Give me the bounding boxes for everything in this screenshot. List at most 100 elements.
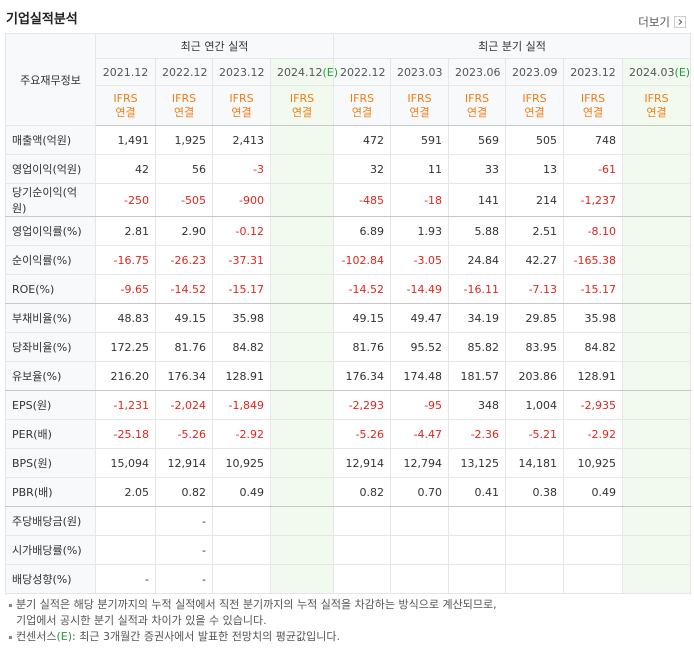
value-cell: -2,935 bbox=[563, 390, 624, 420]
period: 2023.03 bbox=[397, 65, 443, 79]
value-cell: 748 bbox=[563, 125, 624, 155]
value-cell: -25.18 bbox=[95, 419, 156, 449]
value-cell: -61 bbox=[563, 154, 624, 184]
row-label: 시가배당률(%) bbox=[5, 535, 96, 565]
value-cell: 1,925 bbox=[155, 125, 213, 155]
basis: 연결 bbox=[231, 105, 252, 119]
value-cell: 12,914 bbox=[155, 448, 213, 478]
basis: IFRS bbox=[644, 91, 669, 105]
value-cell: -37.31 bbox=[212, 245, 271, 275]
value-cell: 81.76 bbox=[155, 332, 213, 362]
row-label: 당기순이익(억원) bbox=[5, 183, 96, 217]
value-cell bbox=[212, 506, 271, 536]
value-cell: -5.21 bbox=[505, 419, 565, 449]
value-cell bbox=[269, 216, 335, 246]
value-cell: -18 bbox=[390, 183, 450, 217]
corner-header: 주요재무정보 bbox=[5, 33, 96, 126]
value-cell: -9.65 bbox=[95, 274, 156, 304]
value-cell bbox=[622, 535, 692, 565]
more-icon[interactable] bbox=[674, 16, 686, 28]
value-cell bbox=[269, 506, 335, 536]
basis-header: IFRS 연결 bbox=[505, 85, 565, 126]
value-cell: -250 bbox=[95, 183, 156, 217]
value-cell bbox=[622, 419, 692, 449]
value-cell: 12,914 bbox=[333, 448, 392, 478]
value-cell bbox=[333, 564, 392, 594]
period: 2024.12 bbox=[277, 65, 323, 79]
data-row: 영업이익(억원) 42 56 -3 32 11 33 13 -61 bbox=[5, 154, 692, 184]
value-cell: 32 bbox=[333, 154, 392, 184]
value-cell bbox=[333, 535, 392, 565]
row-label: 영업이익(억원) bbox=[5, 154, 96, 184]
value-cell: 0.82 bbox=[155, 477, 213, 507]
value-cell: 48.83 bbox=[95, 303, 156, 333]
footnotes: 분기 실적은 해당 분기까지의 누적 실적에서 직전 분기까지의 누적 실적을 … bbox=[8, 597, 497, 645]
value-cell: 83.95 bbox=[505, 332, 565, 362]
basis: 연결 bbox=[524, 105, 545, 119]
value-cell: -4.47 bbox=[390, 419, 450, 449]
value-cell: 13,125 bbox=[448, 448, 507, 478]
value-cell: -3.05 bbox=[390, 245, 450, 275]
value-cell: 174.48 bbox=[390, 361, 450, 391]
period: 2023.12 bbox=[570, 65, 616, 79]
value-cell bbox=[622, 448, 692, 478]
period-header: 2023.12 bbox=[212, 58, 271, 86]
value-cell: -14.49 bbox=[390, 274, 450, 304]
value-cell: 34.19 bbox=[448, 303, 507, 333]
data-row: ROE(%) -9.65 -14.52 -15.17 -14.52 -14.49 -16.1… bbox=[5, 274, 692, 304]
value-cell bbox=[269, 274, 335, 304]
value-cell: 10,925 bbox=[212, 448, 271, 478]
value-cell: 505 bbox=[505, 125, 565, 155]
value-cell: 2.51 bbox=[505, 216, 565, 246]
value-cell: 15,094 bbox=[95, 448, 156, 478]
value-cell: 172.25 bbox=[95, 332, 156, 362]
value-cell: 591 bbox=[390, 125, 450, 155]
value-cell: -1,231 bbox=[95, 390, 156, 420]
value-cell: -0.12 bbox=[212, 216, 271, 246]
more-text[interactable]: 더보기 bbox=[638, 15, 670, 29]
header-row: IFRS 연결 IFRS 연결 IFRS 연결 IFRS 연결 IFRS 연결 IFRS 연결 IFRS… bbox=[6, 85, 692, 126]
value-cell: 84.82 bbox=[563, 332, 624, 362]
period-header: 2022.12 bbox=[333, 58, 392, 86]
value-cell bbox=[269, 535, 335, 565]
value-cell bbox=[269, 448, 335, 478]
basis: IFRS bbox=[349, 91, 375, 105]
value-cell: -95 bbox=[390, 390, 450, 420]
basis: IFRS bbox=[522, 91, 547, 105]
value-cell: 6.89 bbox=[333, 216, 392, 246]
value-cell bbox=[269, 303, 335, 333]
value-cell: 1,491 bbox=[95, 125, 156, 155]
group-header: 최근 연간 실적 bbox=[94, 33, 335, 59]
value-cell: -14.52 bbox=[155, 274, 213, 304]
value-cell: 85.82 bbox=[448, 332, 507, 362]
value-cell: 2.81 bbox=[95, 216, 156, 246]
basis: IFRS bbox=[580, 91, 606, 105]
value-cell: 49.47 bbox=[390, 303, 450, 333]
basis: IFRS bbox=[407, 91, 432, 105]
value-cell bbox=[212, 564, 271, 594]
row-label: 매출액(억원) bbox=[5, 125, 96, 155]
note: 컨센서스(E): 최근 3개월간 증권사에서 발표한 전망치의 평균값입니다. bbox=[8, 629, 497, 645]
value-cell bbox=[448, 564, 507, 594]
more-link[interactable]: 더보기 bbox=[638, 14, 686, 30]
row-label: BPS(원) bbox=[5, 448, 96, 478]
value-cell: -2.36 bbox=[448, 419, 507, 449]
value-cell: 56 bbox=[155, 154, 213, 184]
row-label: ROE(%) bbox=[5, 274, 96, 304]
value-cell: 35.98 bbox=[212, 303, 271, 333]
value-cell: 12,794 bbox=[390, 448, 450, 478]
value-cell: - bbox=[155, 506, 213, 536]
value-cell bbox=[505, 535, 565, 565]
value-cell: 176.34 bbox=[155, 361, 213, 391]
period: 2022.12 bbox=[162, 65, 208, 79]
value-cell: -1,849 bbox=[212, 390, 271, 420]
value-cell bbox=[622, 506, 692, 536]
note-part: 컨센서스 bbox=[16, 630, 57, 643]
value-cell bbox=[622, 183, 692, 217]
basis-header: IFRS 연결 bbox=[333, 85, 392, 126]
value-cell bbox=[269, 419, 335, 449]
value-cell: 13 bbox=[505, 154, 565, 184]
value-cell: 0.49 bbox=[212, 477, 271, 507]
data-row: 배당성향(%) - - bbox=[5, 564, 692, 594]
basis: IFRS bbox=[229, 91, 254, 105]
